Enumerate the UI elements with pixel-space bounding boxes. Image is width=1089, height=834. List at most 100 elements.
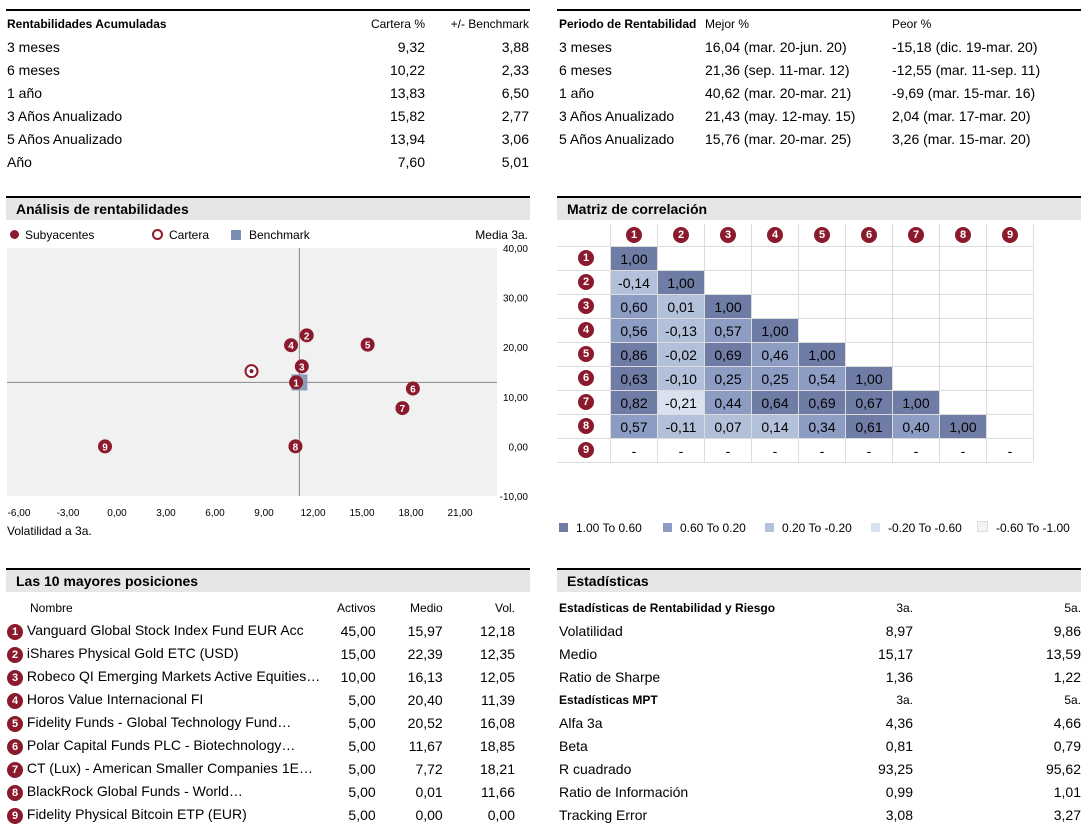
- matrix-cell: -: [631, 443, 637, 459]
- y-tick-label: 30,00: [503, 294, 528, 305]
- posiciones-col-medio: Medio: [410, 600, 443, 615]
- benchmark-value: 6,50: [501, 84, 529, 101]
- posiciones-col-nombre: Nombre: [30, 600, 73, 615]
- periodo-col-peor: Peor %: [892, 16, 932, 31]
- periodo-col-mejor: Mejor %: [705, 16, 750, 31]
- y-tick-label: -10,00: [500, 492, 529, 503]
- position-name: CT (Lux) - American Smaller Companies 1E…: [26, 759, 313, 776]
- table-row: 1 Vanguard Global Stock Index Fund EUR A…: [7, 619, 515, 642]
- vol-value: 12,05: [479, 668, 515, 685]
- legend-swatch-icon: [559, 523, 568, 532]
- matrix-cell: 0,60: [611, 295, 657, 318]
- matrix-legend-label: -0.60 To -1.00: [996, 521, 1070, 535]
- row-label: 1 año: [559, 84, 595, 101]
- matrix-row-label: 5: [578, 346, 594, 362]
- matrix-legend-label: 1.00 To 0.60: [576, 521, 642, 535]
- stat-3a-value: 1,36: [885, 668, 913, 685]
- x-tick-label: 0,00: [107, 508, 127, 519]
- matrix-col-label: 6: [861, 227, 877, 243]
- position-number-badge: 6: [7, 738, 23, 755]
- vol-value: 11,39: [481, 691, 515, 708]
- rent-acum-title: Rentabilidades Acumuladas: [7, 16, 167, 31]
- estadisticas-sec2-col5: 5a.: [1064, 692, 1081, 707]
- benchmark-value: 5,01: [501, 153, 529, 170]
- matrix-cell: 0,54: [799, 367, 845, 390]
- matrix-cell: -0,21: [658, 391, 704, 414]
- matrix-col-label: 5: [814, 227, 830, 243]
- subyacente-point-label: 7: [400, 404, 406, 415]
- matrix-legend-item: -0.20 To -0.60: [871, 521, 962, 535]
- activos-value: 5,00: [348, 737, 376, 754]
- matrix-cell: -: [819, 443, 825, 459]
- matrix-row-label: 7: [578, 394, 594, 410]
- vol-value: 12,18: [479, 622, 515, 639]
- subyacente-point-6: [405, 381, 420, 396]
- matrix-grid-h: [557, 366, 1033, 367]
- matrix-cell: 1,00: [752, 319, 798, 342]
- position-name-cell: 4 Horos Value Internacional FI: [7, 688, 320, 711]
- table-row: Volatilidad 8,97 9,86: [559, 619, 1081, 642]
- periodo-header: Periodo de Rentabilidad Mejor % Peor %: [559, 12, 1079, 35]
- posiciones-col-header: Nombre Activos Medio Vol.: [7, 596, 515, 619]
- matrix-grid-v: [751, 224, 752, 462]
- table-row: R cuadrado 93,25 95,62: [559, 757, 1081, 780]
- position-name: Polar Capital Funds PLC - Biotechnology…: [26, 736, 296, 753]
- position-number-badge: 9: [7, 807, 23, 824]
- matrix-cell: -: [960, 443, 966, 459]
- estadisticas-title: Estadísticas: [567, 573, 649, 589]
- cartera-value: 13,83: [389, 84, 425, 101]
- table-row: 3 meses 9,32 3,88: [7, 35, 529, 58]
- table-row: 1 año 40,62 (mar. 20-mar. 21) -9,69 (mar. …: [559, 81, 1079, 104]
- subyacente-point-4: [284, 338, 299, 353]
- matrix-col-label: 9: [1002, 227, 1018, 243]
- legend-cartera-marker-icon: [152, 229, 163, 240]
- matrix-cell: 0,44: [705, 391, 751, 414]
- matrix-grid-h: [557, 462, 1033, 463]
- estadisticas-sec2-title: Estadísticas MPT: [559, 692, 658, 707]
- estadisticas-sec1-header: Estadísticas de Rentabilidad y Riesgo 3a…: [559, 596, 1081, 619]
- matrix-cell: -0,10: [658, 367, 704, 390]
- stat-3a-value: 93,25: [877, 760, 913, 777]
- legend-swatch-icon: [871, 523, 880, 532]
- medio-value: 20,52: [407, 714, 443, 731]
- periodo-title: Periodo de Rentabilidad: [559, 16, 697, 31]
- estadisticas-sec1-col5: 5a.: [1064, 600, 1081, 615]
- peor-value: -12,55 (mar. 11-sep. 11): [892, 61, 1041, 78]
- legend-subyacentes: Subyacentes: [10, 228, 94, 242]
- matrix-cell: -0,02: [658, 343, 704, 366]
- matriz-title: Matriz de correlación: [567, 201, 708, 217]
- matrix-grid-h: [557, 414, 1033, 415]
- activos-value: 5,00: [348, 714, 376, 731]
- activos-value: 5,00: [348, 691, 376, 708]
- medio-value: 0,01: [415, 783, 443, 800]
- matrix-col-label: 2: [673, 227, 689, 243]
- activos-value: 10,00: [340, 668, 376, 685]
- rent-acum-col-bench: +/- Benchmark: [450, 16, 529, 31]
- matrix-cell: -: [866, 443, 872, 459]
- stat-5a-value: 13,59: [1045, 645, 1081, 662]
- position-number-badge: 3: [7, 669, 23, 686]
- position-name-cell: 3 Robeco QI Emerging Markets Active Equi…: [7, 665, 320, 688]
- subyacente-point-1: [289, 375, 304, 390]
- subyacente-point-label: 1: [293, 378, 299, 389]
- subyacente-point-7: [395, 401, 410, 416]
- matrix-cell: 1,00: [705, 295, 751, 318]
- position-name: Vanguard Global Stock Index Fund EUR Acc: [26, 621, 304, 638]
- matrix-cell: 0,25: [705, 367, 751, 390]
- row-label: 1 año: [7, 84, 43, 101]
- subyacente-point-label: 9: [102, 442, 108, 453]
- matrix-row-label: 6: [578, 370, 594, 386]
- matrix-cell: 0,40: [893, 415, 939, 438]
- estadisticas-sec2-header: Estadísticas MPT 3a. 5a.: [559, 688, 1081, 711]
- matrix-cell: 0,69: [799, 391, 845, 414]
- matrix-cell: 0,61: [846, 415, 892, 438]
- stat-3a-value: 0,99: [885, 783, 913, 800]
- stat-label: Ratio de Sharpe: [559, 668, 661, 685]
- x-tick-label: -3,00: [57, 508, 80, 519]
- stat-5a-value: 9,86: [1053, 622, 1081, 639]
- activos-value: 5,00: [348, 760, 376, 777]
- medio-value: 20,40: [407, 691, 443, 708]
- posiciones-col-activos: Activos: [336, 600, 376, 615]
- legend-bench-label: Benchmark: [249, 228, 310, 242]
